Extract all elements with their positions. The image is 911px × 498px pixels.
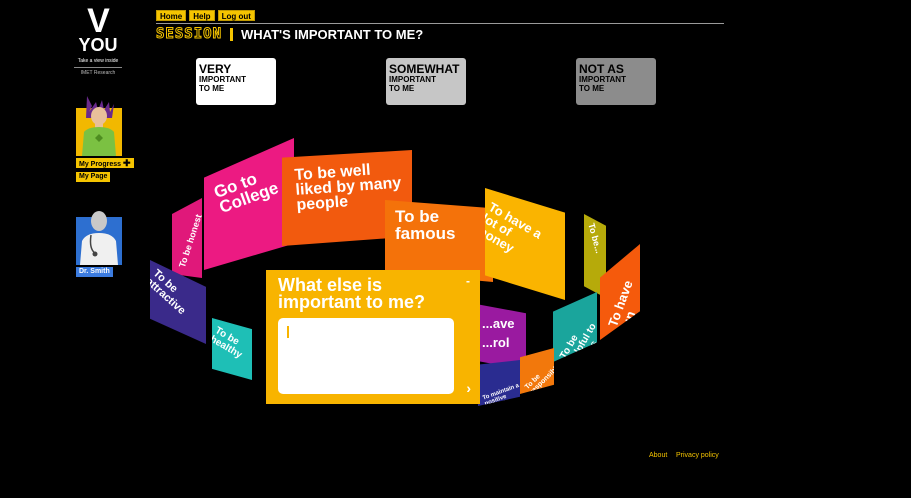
somewhat-important-label-1: IMPORTANT [389,75,436,84]
card-money[interactable]: To have a lot of money [485,188,565,300]
card-healthy[interactable]: To be healthy [212,318,252,380]
logout-button[interactable]: Log out [217,10,255,21]
very-important-label-2: TO ME [199,84,225,93]
add-value-dialog: What else is important to me? - › [266,270,480,404]
next-arrow-icon[interactable]: › [466,380,471,396]
card-have-fun-text: To have fun [605,278,639,334]
session-bar [230,27,234,41]
card-control[interactable]: ...ave ...rol [476,304,526,370]
not-as-important-box[interactable]: NOT AS IMPORTANT TO ME [576,58,656,105]
value-input[interactable] [278,318,454,394]
text-caret [287,326,289,338]
doctor-link[interactable]: Dr. Smith [76,267,113,277]
card-to-be[interactable]: To be... [584,214,606,298]
my-progress-link[interactable]: My Progress ✚ [76,158,134,168]
logo[interactable]: V YOU Take a view inside IMET Research [72,2,124,76]
plus-icon: ✚ [122,158,131,168]
session-label: SESSION [155,26,223,43]
card-famous[interactable]: To be famous [385,200,493,282]
dialog-title: What else is important to me? [278,275,425,312]
card-to-be-text: To be... [586,222,604,255]
page-title: WHAT'S IMPORTANT TO ME? [241,26,424,42]
help-button[interactable]: Help [189,10,215,21]
session-header: SESSION WHAT'S IMPORTANT TO ME? [155,26,424,43]
card-helpful-text: To be helpful to others [558,321,597,362]
somewhat-important-box[interactable]: SOMEWHAT IMPORTANT TO ME [386,58,466,105]
card-helpful[interactable]: To be helpful to others [553,292,597,362]
very-important-heading: VERY [199,62,232,76]
card-have-fun[interactable]: To have fun [600,244,640,340]
doctor-avatar[interactable] [76,209,122,265]
card-famous-text: To be famous [395,207,456,243]
about-link[interactable]: About [649,452,668,459]
logo-word: YOU [78,35,118,55]
not-as-important-heading: NOT AS [579,62,624,76]
card-honest[interactable]: To be honest [172,198,202,278]
card-college-text: Go to College [211,168,281,218]
minimize-button[interactable]: - [466,274,470,288]
my-page-link[interactable]: My Page [76,172,111,182]
very-important-box[interactable]: VERY IMPORTANT TO ME [196,58,276,105]
card-healthy-text: To be healthy [212,325,244,361]
user-avatar[interactable] [76,94,122,156]
privacy-policy-link[interactable]: Privacy policy [676,452,719,459]
logo-letter: V [87,2,110,40]
card-control-text: ...ave ...rol [482,316,515,350]
card-positive-outlook-text: To maintain a positive outlook [482,382,520,406]
card-money-text: To have a lot of money [485,199,545,256]
home-button[interactable]: Home [156,10,187,21]
logo-divider [74,67,122,68]
not-as-important-label-2: TO ME [579,84,605,93]
logo-tagline: Take a view inside [77,58,119,64]
card-college[interactable]: Go to College [204,138,294,270]
very-important-label-1: IMPORTANT [199,75,246,84]
somewhat-important-label-2: TO ME [389,84,415,93]
card-positive-outlook[interactable]: To maintain a positive outlook [478,360,520,406]
card-honest-text: To be honest [177,213,202,269]
card-responsible-text: To be responsible [524,363,554,394]
header-divider [156,23,724,24]
logo-org: IMET Research [80,70,116,76]
my-progress-label: My Progress [79,161,122,168]
somewhat-important-heading: SOMEWHAT [389,62,460,76]
top-nav: Home Help Log out [156,10,255,21]
not-as-important-label-1: IMPORTANT [579,75,626,84]
